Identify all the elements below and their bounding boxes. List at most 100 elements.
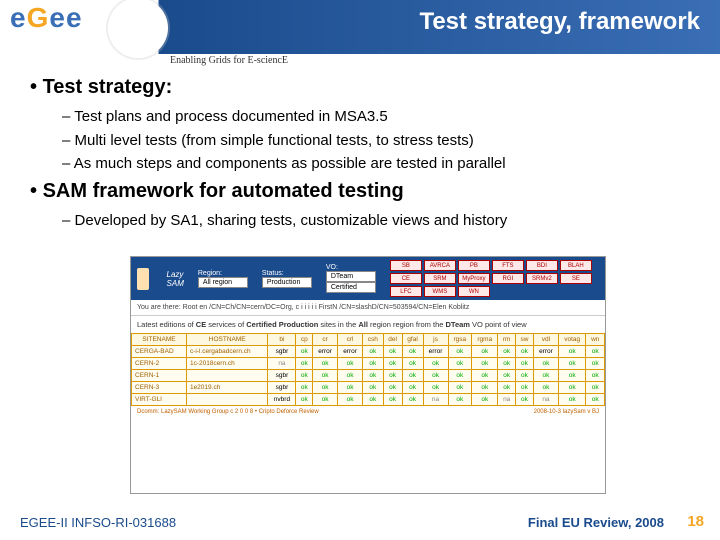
status-cell: ok xyxy=(383,370,402,382)
service-tag[interactable]: WN xyxy=(458,286,490,297)
status-cell: ok xyxy=(533,370,558,382)
content-body: Test strategy: Test plans and process do… xyxy=(30,70,700,234)
status-cell: ok xyxy=(402,346,423,358)
status-cell: ok xyxy=(498,382,516,394)
vo-select[interactable]: DTeam xyxy=(326,271,376,282)
service-tag[interactable]: FTS xyxy=(492,260,524,271)
status-cell: sgbr xyxy=(268,346,296,358)
table-header: gfal xyxy=(402,334,423,346)
status-cell: ok xyxy=(296,358,313,370)
status-cell: ok xyxy=(533,358,558,370)
status-cell: ok xyxy=(338,370,363,382)
status-cell: ok xyxy=(558,382,586,394)
status-cell: ok xyxy=(586,370,605,382)
brand-logo: e G e e xyxy=(10,2,81,34)
status-cell: ok xyxy=(586,394,605,406)
header-subtitle: Enabling Grids for E-sciencE xyxy=(170,55,288,66)
status-cell: ok xyxy=(402,370,423,382)
status-cell: ok xyxy=(515,370,533,382)
status-table: SITENAMEHOSTNAMEbicpcrcrlcshdelgfaljsrgs… xyxy=(131,333,605,406)
table-header: rgma xyxy=(472,334,498,346)
service-tag[interactable]: BDI xyxy=(526,260,558,271)
service-tag[interactable]: PB xyxy=(458,260,490,271)
table-header: csh xyxy=(363,334,384,346)
status-cell: ok xyxy=(448,346,472,358)
scr-description: Latest editions of CE services of Certif… xyxy=(131,316,605,333)
table-row: VIRT-GLInvbrdokokokokokoknaokoknaoknaoko… xyxy=(132,394,605,406)
status-cell: ok xyxy=(515,358,533,370)
scr-thumbnail xyxy=(137,268,149,290)
bullet-main-1: Test strategy: xyxy=(30,76,700,99)
status-cell: ok xyxy=(533,382,558,394)
scr-info-line: You are there: Root en /CN=Ch/CN=cern/DC… xyxy=(131,300,605,316)
status-cell: ok xyxy=(558,370,586,382)
status-cell: ok xyxy=(558,394,586,406)
table-row: CERN-31e2019.chsgbrokokokokokokokokokoko… xyxy=(132,382,605,394)
service-tag[interactable]: LFC xyxy=(390,286,422,297)
footer-left: EGEE-II INFSO-RI-031688 xyxy=(20,515,176,530)
status-cell: ok xyxy=(448,382,472,394)
region-select[interactable]: All region xyxy=(198,277,248,288)
table-header: votag xyxy=(558,334,586,346)
logo-letter-e1: e xyxy=(10,2,25,34)
status-cell: ok xyxy=(402,394,423,406)
service-tag[interactable]: RGI xyxy=(492,273,524,284)
status-cell: ok xyxy=(472,370,498,382)
status-cell: ok xyxy=(363,358,384,370)
service-tag[interactable]: CE xyxy=(390,273,422,284)
status-label: Status: xyxy=(262,270,284,277)
service-tag[interactable]: SRM xyxy=(424,273,456,284)
status-select[interactable]: Production xyxy=(262,277,312,288)
cert-select[interactable]: Certified xyxy=(326,282,376,293)
status-cell: ok xyxy=(313,370,338,382)
status-cell: ok xyxy=(498,346,516,358)
status-cell: ok xyxy=(402,358,423,370)
status-cell: ok xyxy=(558,346,586,358)
status-cell: nvbrd xyxy=(268,394,296,406)
table-header: del xyxy=(383,334,402,346)
service-tag[interactable]: WMS xyxy=(424,286,456,297)
table-header: sw xyxy=(515,334,533,346)
table-header: cp xyxy=(296,334,313,346)
status-cell: ok xyxy=(423,358,448,370)
table-header: cr xyxy=(313,334,338,346)
status-cell: error xyxy=(338,346,363,358)
scr-footer-right: 2008-10-3 lazySam v BJ xyxy=(534,409,599,415)
status-cell: ok xyxy=(515,394,533,406)
status-cell: na xyxy=(268,358,296,370)
table-header: rgsa xyxy=(448,334,472,346)
status-cell: ok xyxy=(423,382,448,394)
service-tag[interactable]: BLAH xyxy=(560,260,592,271)
status-cell: ok xyxy=(586,382,605,394)
status-cell: ok xyxy=(338,382,363,394)
status-cell: ok xyxy=(515,382,533,394)
vo-label: VO: xyxy=(326,264,338,271)
service-tag[interactable]: SRMv2 xyxy=(526,273,558,284)
status-cell: ok xyxy=(363,346,384,358)
table-header: bi xyxy=(268,334,296,346)
service-tag[interactable]: SE xyxy=(560,273,592,284)
status-cell: ok xyxy=(423,370,448,382)
status-cell: ok xyxy=(448,394,472,406)
service-tag[interactable]: MyProxy xyxy=(458,273,490,284)
status-cell: ok xyxy=(472,382,498,394)
status-cell: ok xyxy=(586,358,605,370)
footer-right: Final EU Review, 2008 xyxy=(528,515,664,530)
scr-footer: Dcomm: LazySAM Working Group c 2 0 0 8 •… xyxy=(131,406,605,418)
table-header: HOSTNAME xyxy=(186,334,267,346)
bullet-sub-1b: Multi level tests (from simple functiona… xyxy=(62,131,700,151)
status-cell: ok xyxy=(313,382,338,394)
service-tag[interactable]: AVRCA xyxy=(424,260,456,271)
status-cell: ok xyxy=(363,382,384,394)
logo-letter-g: G xyxy=(27,2,48,34)
status-cell: ok xyxy=(472,346,498,358)
status-cell: error xyxy=(533,346,558,358)
status-cell: ok xyxy=(383,382,402,394)
status-cell: ok xyxy=(498,358,516,370)
bullet-sub-1a: Test plans and process documented in MSA… xyxy=(62,107,700,127)
bullet-sub-2a: Developed by SA1, sharing tests, customi… xyxy=(62,211,700,231)
table-row: CERGA-BADc-i-l.cergabadcern.chsgbrokerro… xyxy=(132,346,605,358)
status-cell: ok xyxy=(313,394,338,406)
embedded-screenshot: Lazy SAM Region: All region Status: Prod… xyxy=(130,256,606,494)
service-tag[interactable]: SB xyxy=(390,260,422,271)
